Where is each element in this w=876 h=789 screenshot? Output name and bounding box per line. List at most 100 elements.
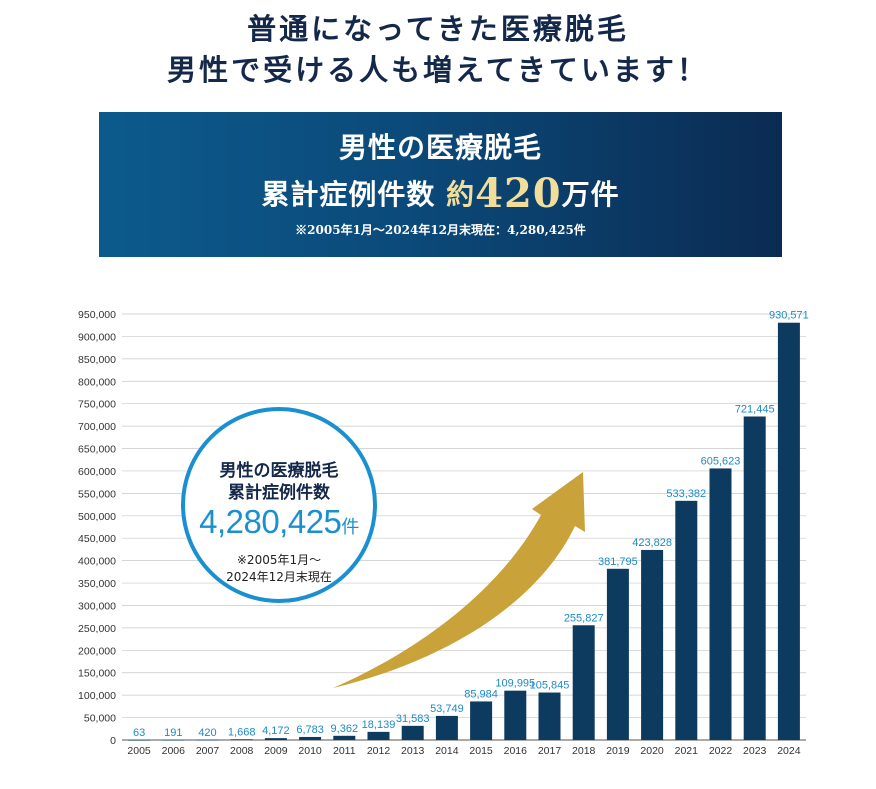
y-tick-label: 550,000 (78, 488, 116, 500)
headline-line-2: 男性で受ける人も増えてきています！ (167, 53, 709, 87)
bar-2021 (675, 500, 698, 740)
y-tick-label: 800,000 (78, 376, 116, 388)
x-tick-label: 2015 (469, 745, 493, 757)
data-label-2006: 191 (164, 727, 182, 739)
callout-note-2: 2024年12月末現在 (226, 570, 332, 584)
bar-2006 (162, 739, 185, 741)
banner-total-value: 約420 (446, 170, 562, 217)
data-label-2022: 605,623 (701, 455, 741, 467)
chart-y-axis: 0 50,000 100,000 150,000 200,000 250,000 300,0… (78, 309, 116, 747)
x-tick-label: 2009 (264, 745, 288, 757)
data-label-2017: 105,845 (530, 680, 570, 692)
data-label-2016: 109,995 (495, 678, 535, 690)
data-label-2005: 63 (133, 727, 145, 739)
total-cases-banner: 男性の医療脱毛 累計症例件数 約420万件 ※2005年1月～2024年12月末… (99, 112, 782, 257)
y-tick-label: 500,000 (78, 511, 116, 523)
bar-2022 (709, 468, 732, 740)
x-tick-label: 2014 (435, 745, 459, 757)
data-label-2010: 6,783 (296, 724, 324, 736)
y-tick-label: 450,000 (78, 533, 116, 545)
y-tick-label: 750,000 (78, 399, 116, 411)
headline-line-1: 普通になってきた医療脱毛 (247, 12, 629, 46)
bar-2012 (367, 731, 390, 740)
x-tick-label: 2006 (162, 745, 186, 757)
x-tick-label: 2016 (504, 745, 528, 757)
banner-unit: 万件 (561, 178, 620, 211)
bar-2008 (230, 739, 253, 740)
bar-2020 (641, 549, 664, 740)
bar-2011 (333, 735, 356, 740)
x-tick-label: 2017 (538, 745, 562, 757)
x-tick-label: 2010 (298, 745, 322, 757)
bar-2009 (264, 738, 287, 740)
data-label-2019: 381,795 (598, 556, 638, 568)
x-tick-label: 2023 (743, 745, 767, 757)
y-tick-label: 300,000 (78, 600, 116, 612)
y-tick-label: 900,000 (78, 331, 116, 343)
y-tick-label: 600,000 (78, 466, 116, 478)
y-tick-label: 700,000 (78, 421, 116, 433)
data-label-2021: 533,382 (666, 488, 706, 500)
x-tick-label: 2008 (230, 745, 254, 757)
x-tick-label: 2012 (367, 745, 391, 757)
data-label-2012: 18,139 (362, 719, 396, 731)
y-tick-label: 950,000 (78, 309, 116, 321)
banner-total-label: 累計症例件数 (261, 178, 436, 211)
x-tick-label: 2020 (640, 745, 664, 757)
bar-2017 (538, 692, 561, 740)
bar-2019 (606, 568, 629, 740)
data-label-2009: 4,172 (262, 725, 290, 737)
data-label-2024: 930,571 (769, 310, 809, 322)
bar-2016 (504, 690, 527, 740)
x-tick-label: 2018 (572, 745, 596, 757)
banner-approx: 約 (446, 178, 476, 211)
data-label-2023: 721,445 (735, 403, 775, 415)
bar-2024 (777, 322, 800, 740)
callout-subtitle: 累計症例件数 (228, 483, 330, 503)
bar-2013 (401, 725, 424, 740)
x-tick-label: 2019 (606, 745, 630, 757)
y-tick-label: 200,000 (78, 645, 116, 657)
data-label-2013: 31,583 (396, 713, 430, 725)
data-label-2018: 255,827 (564, 612, 604, 624)
data-label-2020: 423,828 (632, 537, 672, 549)
data-label-2015: 85,984 (464, 688, 498, 700)
bar-2007 (196, 739, 219, 741)
y-tick-label: 0 (110, 735, 116, 747)
y-tick-label: 50,000 (84, 713, 116, 725)
banner-note: ※2005年1月～2024年12月末現在：4,280,425件 (295, 223, 586, 237)
data-label-2011: 9,362 (331, 723, 359, 735)
bar-2010 (299, 736, 322, 740)
chart-data-labels: 63 191 420 1,668 4,172 6,783 9,362 18,13931,583… (133, 310, 809, 739)
callout-title: 男性の医療脱毛 (219, 461, 339, 481)
banner-total: 累計症例件数 約420万件 (99, 170, 782, 217)
x-tick-label: 2005 (127, 745, 151, 757)
y-tick-label: 100,000 (78, 690, 116, 702)
x-tick-label: 2024 (777, 745, 801, 757)
y-tick-label: 400,000 (78, 556, 116, 568)
x-tick-label: 2013 (401, 745, 425, 757)
x-tick-label: 2011 (333, 745, 356, 757)
chart-bars (128, 322, 800, 741)
x-tick-label: 2022 (709, 745, 733, 757)
y-tick-label: 350,000 (78, 578, 116, 590)
y-tick-label: 250,000 (78, 623, 116, 635)
bar-chart: 0 50,000 100,000 150,000 200,000 250,000 300,0… (78, 309, 809, 757)
banner-title: 男性の医療脱毛 (338, 131, 542, 164)
data-label-2007: 420 (198, 727, 216, 739)
callout-unit: 件 (341, 517, 359, 538)
bar-2005 (128, 739, 151, 741)
total-cases-callout: 男性の医療脱毛 累計症例件数 4,280,425件 ※2005年1月～ 2024… (181, 407, 377, 603)
data-label-2008: 1,668 (228, 726, 256, 738)
bar-2014 (435, 715, 458, 740)
chart-x-axis: 2005 2006 2007 2008 2009 2010 2011 2012 2013 2014… (127, 745, 800, 757)
banner-number: 420 (475, 170, 562, 217)
bar-2023 (743, 416, 766, 740)
data-label-2014: 53,749 (430, 703, 464, 715)
y-tick-label: 650,000 (78, 444, 116, 456)
x-tick-label: 2007 (196, 745, 220, 757)
y-tick-label: 850,000 (78, 354, 116, 366)
growth-arrow-icon (333, 472, 585, 688)
y-tick-label: 150,000 (78, 668, 116, 680)
callout-note-1: ※2005年1月～ (236, 553, 322, 567)
